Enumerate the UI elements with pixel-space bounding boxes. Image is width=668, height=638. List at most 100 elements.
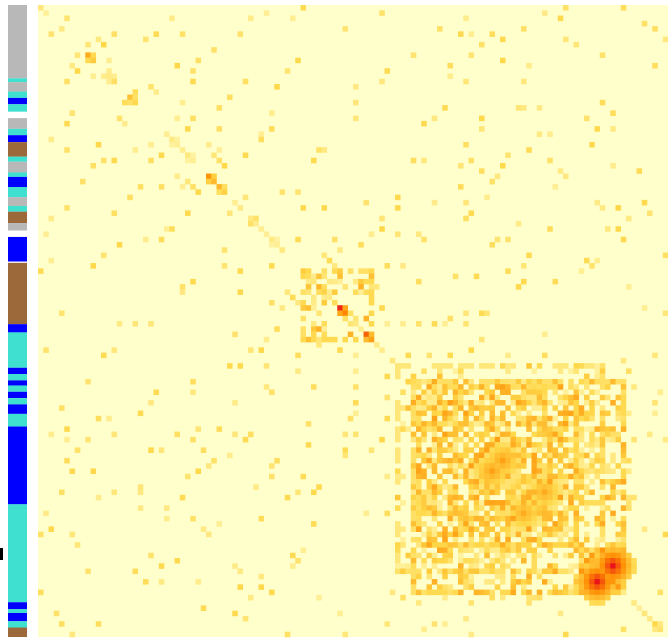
heatmap-cell	[216, 184, 223, 190]
heatmap-cell	[578, 552, 585, 559]
heatmap-cell	[363, 315, 370, 322]
heatmap-cell	[500, 57, 506, 64]
heatmap-cell	[468, 600, 475, 606]
heatmap-cell	[437, 389, 443, 396]
heatmap-cell	[521, 452, 527, 459]
heatmap-cell	[510, 473, 517, 480]
heatmap-cell	[536, 505, 543, 511]
heatmap-cell	[536, 552, 543, 559]
heatmap-cell	[479, 421, 485, 427]
heatmap-cell	[410, 52, 417, 58]
heatmap-cell	[662, 252, 668, 259]
heatmap-cell	[542, 410, 548, 417]
heatmap-cell	[468, 573, 475, 580]
heatmap-cell	[626, 494, 632, 501]
annotation-segment-blue	[8, 391, 27, 399]
heatmap-cell	[379, 305, 385, 311]
heatmap-cell	[442, 547, 448, 554]
heatmap-cell	[48, 431, 55, 438]
heatmap-cell	[479, 400, 485, 406]
heatmap-cell	[510, 378, 517, 385]
heatmap-cell	[515, 505, 522, 511]
heatmap-cell	[563, 505, 569, 511]
heatmap-cell	[610, 568, 616, 575]
heatmap-cell	[657, 626, 664, 633]
heatmap-cell	[479, 479, 485, 485]
heatmap-cell	[284, 68, 291, 74]
heatmap-cell	[563, 410, 569, 417]
heatmap-cell	[452, 273, 459, 280]
heatmap-cell	[479, 452, 485, 459]
heatmap-cell	[542, 400, 548, 406]
heatmap-cell	[59, 310, 65, 317]
heatmap-cell	[594, 257, 601, 264]
heatmap-cell	[416, 510, 422, 517]
heatmap-cell	[468, 510, 475, 517]
heatmap-cell	[584, 400, 590, 406]
heatmap-cell	[589, 415, 595, 422]
annotation-segment-blue	[8, 135, 27, 143]
heatmap-cell	[610, 563, 616, 569]
heatmap-cell	[431, 621, 438, 627]
heatmap-cell	[458, 558, 464, 564]
annotation-segment-turquoise	[8, 91, 27, 98]
heatmap-cell	[578, 405, 585, 411]
heatmap-cell	[452, 536, 459, 543]
heatmap-cell	[368, 273, 375, 280]
heatmap-cell	[426, 479, 433, 485]
heatmap-cell	[515, 105, 522, 111]
annotation-segment-turquoise	[8, 172, 27, 177]
heatmap-cell	[563, 479, 569, 485]
heatmap-cell	[463, 452, 469, 459]
heatmap-cell	[447, 410, 454, 417]
heatmap-cell	[447, 378, 454, 385]
heatmap-cell	[447, 531, 454, 538]
heatmap-cell	[563, 426, 569, 432]
heatmap-cell	[662, 310, 668, 317]
heatmap-cell	[452, 489, 459, 496]
heatmap-cell	[531, 384, 538, 390]
annotation-segment-brown	[8, 627, 27, 637]
heatmap-cell	[536, 415, 543, 422]
heatmap-cell	[599, 531, 606, 538]
heatmap-cell	[494, 573, 501, 580]
heatmap-cell	[395, 231, 401, 238]
heatmap-cell	[458, 426, 464, 432]
heatmap-cell	[515, 500, 522, 506]
heatmap-cell	[568, 457, 574, 464]
heatmap-cell	[515, 547, 522, 554]
heatmap-cell	[521, 463, 527, 469]
heatmap-cell	[557, 426, 564, 432]
heatmap-cell	[510, 531, 517, 538]
heatmap-cell	[437, 510, 443, 517]
heatmap-cell	[468, 563, 475, 569]
heatmap-cell	[410, 500, 417, 506]
heatmap-cell	[589, 410, 595, 417]
heatmap-cell	[599, 447, 606, 453]
heatmap-cell	[584, 426, 590, 432]
heatmap-cell	[568, 494, 574, 501]
heatmap-cell	[426, 389, 433, 396]
heatmap-cell	[400, 563, 406, 569]
heatmap-cell	[610, 589, 616, 596]
heatmap-cell	[326, 257, 333, 264]
heatmap-cell	[568, 378, 574, 385]
heatmap-cell	[311, 273, 317, 280]
heatmap-cell	[657, 589, 664, 596]
heatmap-cell	[584, 505, 590, 511]
heatmap-cell	[437, 436, 443, 443]
heatmap-cell	[594, 558, 601, 564]
heatmap-cell	[605, 394, 611, 401]
heatmap-cell	[437, 505, 443, 511]
heatmap-cell	[305, 305, 312, 311]
heatmap-cell	[421, 542, 427, 548]
heatmap-cell	[468, 347, 475, 353]
heatmap-cell	[568, 589, 574, 596]
heatmap-cell	[473, 568, 480, 575]
heatmap-cell	[248, 15, 254, 22]
heatmap-cell	[573, 563, 580, 569]
heatmap-cell	[190, 515, 196, 522]
heatmap-cell	[557, 410, 564, 417]
heatmap-cell	[489, 468, 496, 475]
heatmap-cell	[568, 400, 574, 406]
